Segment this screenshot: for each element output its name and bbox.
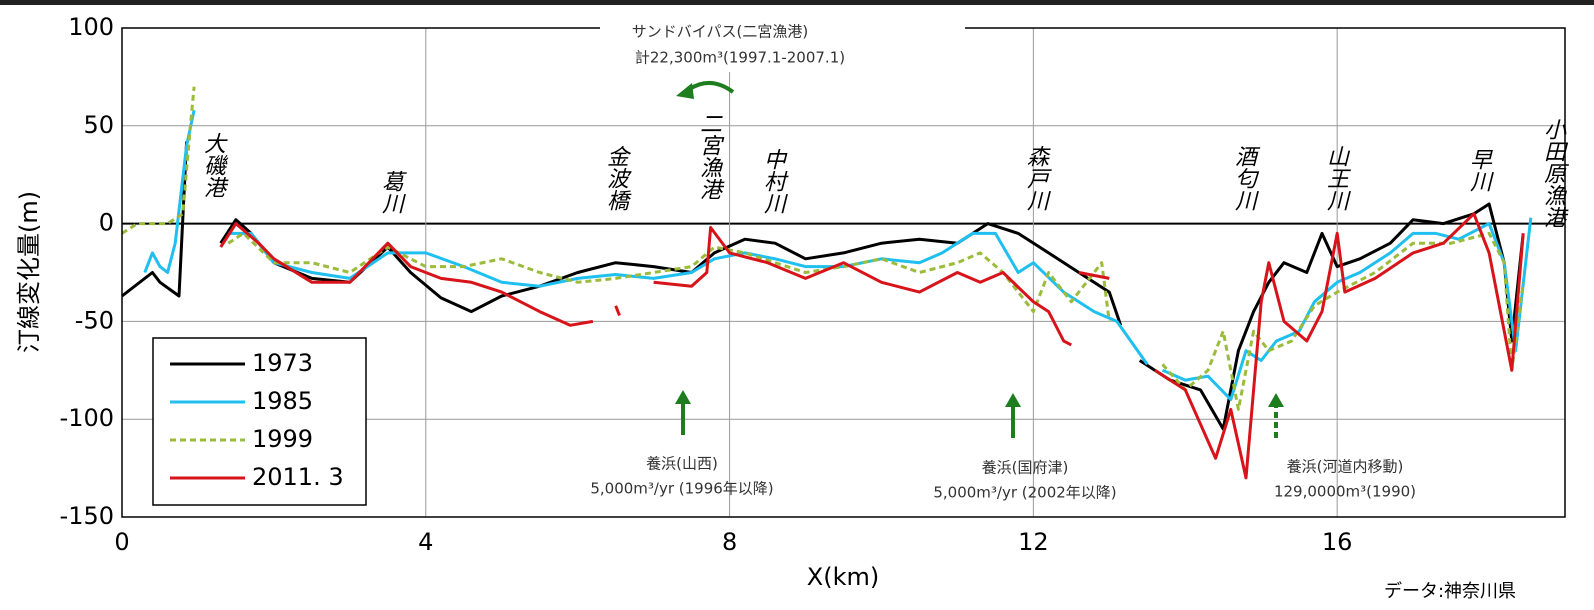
landmark-label: 中村川 (760, 148, 786, 214)
landmark-label: 金波橋 (603, 145, 628, 211)
annotation: 計22,300m³(1997.1-2007.1) (635, 49, 845, 67)
y-tick-label: -100 (60, 404, 114, 432)
annotation: 養浜(国府津) (982, 459, 1069, 477)
y-tick-label: 100 (68, 13, 114, 41)
landmark-label: 大磯港 (200, 132, 226, 198)
landmark-label: 山王川 (1323, 145, 1349, 211)
arrows (675, 81, 1284, 438)
legend-label: 1973 (252, 349, 313, 377)
series-line (219, 212, 1525, 480)
y-tick-label: -150 (60, 502, 114, 530)
landmark-label: 森戸川 (1023, 145, 1049, 211)
x-tick-label: 0 (114, 528, 129, 556)
y-tick-label: 50 (83, 111, 114, 139)
annotation: 養浜(河道内移動) (1287, 458, 1404, 476)
plot-lines (121, 86, 1533, 480)
landmark-label: 葛川 (378, 170, 404, 214)
annotation: 5,000m³/yr (1996年以降) (590, 480, 773, 498)
annotation: 129,0000m³(1990) (1274, 483, 1416, 501)
top-strip (0, 0, 1594, 5)
x-tick-label: 16 (1322, 528, 1353, 556)
annotations: サンドバイパス(二宮漁港) 計22,300m³(1997.1-2007.1) 養浜(… (590, 23, 1416, 502)
legend-label: 2011. 3 (252, 463, 344, 491)
y-axis-label: 汀線変化量(m) (15, 191, 43, 353)
legend-label: 1999 (252, 425, 313, 453)
legend: 1973 1985 1999 2011. 3 (152, 337, 367, 506)
source: データ:神奈川県 (1384, 581, 1516, 602)
x-tick-label: 8 (722, 528, 737, 556)
series-line (143, 109, 1533, 402)
y-tick-label: -50 (75, 306, 114, 334)
legend-label: 1985 (252, 387, 313, 415)
landmark-label: 早川 (1466, 148, 1492, 192)
landmark-label: 二宮漁港 (696, 112, 721, 200)
x-tick-label: 4 (418, 528, 433, 556)
landmark-label: 酒匂川 (1231, 145, 1257, 211)
x-tick-label: 12 (1018, 528, 1049, 556)
annotation: 5,000m³/yr (2002年以降) (933, 484, 1116, 502)
annotation: サンドバイパス(二宮漁港) (632, 23, 808, 41)
annotation: 養浜(山西) (646, 455, 718, 473)
landmark-label: 小田原漁港 (1540, 118, 1566, 228)
y-tick-label: 0 (99, 209, 114, 237)
x-axis-label: X(km) (807, 563, 879, 591)
annotation-box (600, 22, 965, 72)
